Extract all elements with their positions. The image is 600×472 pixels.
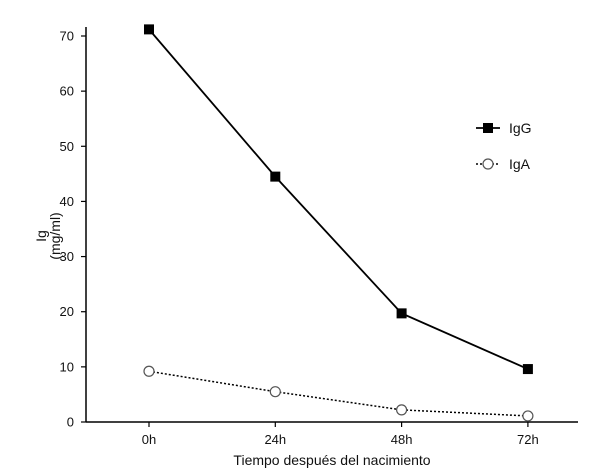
- y-axis-title-main: Ig: [33, 230, 49, 242]
- data-point-igg-0h: [144, 24, 154, 35]
- data-point-iga-48h: [396, 404, 408, 416]
- y-axis-ticks: 0 10 20 30 40 50 60 70: [60, 29, 86, 430]
- y-tick-label: 60: [60, 84, 74, 99]
- y-axis-title-unit: (mg/ml): [47, 212, 63, 259]
- legend-item-iga: IgA: [476, 156, 531, 172]
- legend-igg-marker: [483, 123, 493, 133]
- legend-item-igg: IgG: [476, 120, 532, 136]
- x-axis: 0h 24h 48h 72h Tiempo después del nacimient…: [86, 421, 578, 468]
- x-tick-label: 48h: [391, 432, 413, 447]
- data-point-igg-24h: [270, 171, 281, 182]
- x-tick-label: 0h: [142, 432, 156, 447]
- legend-igg-label: IgG: [509, 120, 532, 136]
- legend-iga-label: IgA: [509, 156, 531, 172]
- x-axis-title: Tiempo después del nacimiento: [233, 452, 430, 468]
- y-tick-label: 20: [60, 304, 74, 319]
- y-tick-label: 0: [67, 415, 74, 430]
- x-tick-label: 24h: [264, 432, 286, 447]
- y-tick-label: 40: [60, 194, 74, 209]
- y-axis-title: Ig (mg/ml): [33, 212, 63, 259]
- data-point-iga-0h: [143, 365, 155, 377]
- y-tick-label: 70: [60, 29, 74, 44]
- x-tick-label: 72h: [517, 432, 539, 447]
- y-tick-label: 10: [60, 359, 74, 374]
- y-tick-label: 30: [60, 249, 74, 264]
- series-line-igg: [148, 28, 529, 370]
- data-point-iga-72h: [522, 410, 534, 422]
- legend: IgG IgA: [476, 120, 532, 172]
- series-layer: [143, 24, 534, 422]
- data-point-igg-72h: [522, 364, 533, 375]
- x-axis-ticks: 0h 24h 48h 72h: [142, 422, 539, 447]
- legend-iga-marker: [482, 158, 494, 170]
- data-point-igg-48h: [396, 308, 407, 319]
- y-tick-label: 50: [60, 139, 74, 154]
- y-axis: 0 10 20 30 40 50 60 70 Ig (mg/ml): [33, 27, 87, 430]
- series-line-iga: [148, 370, 528, 417]
- data-point-iga-24h: [269, 386, 281, 398]
